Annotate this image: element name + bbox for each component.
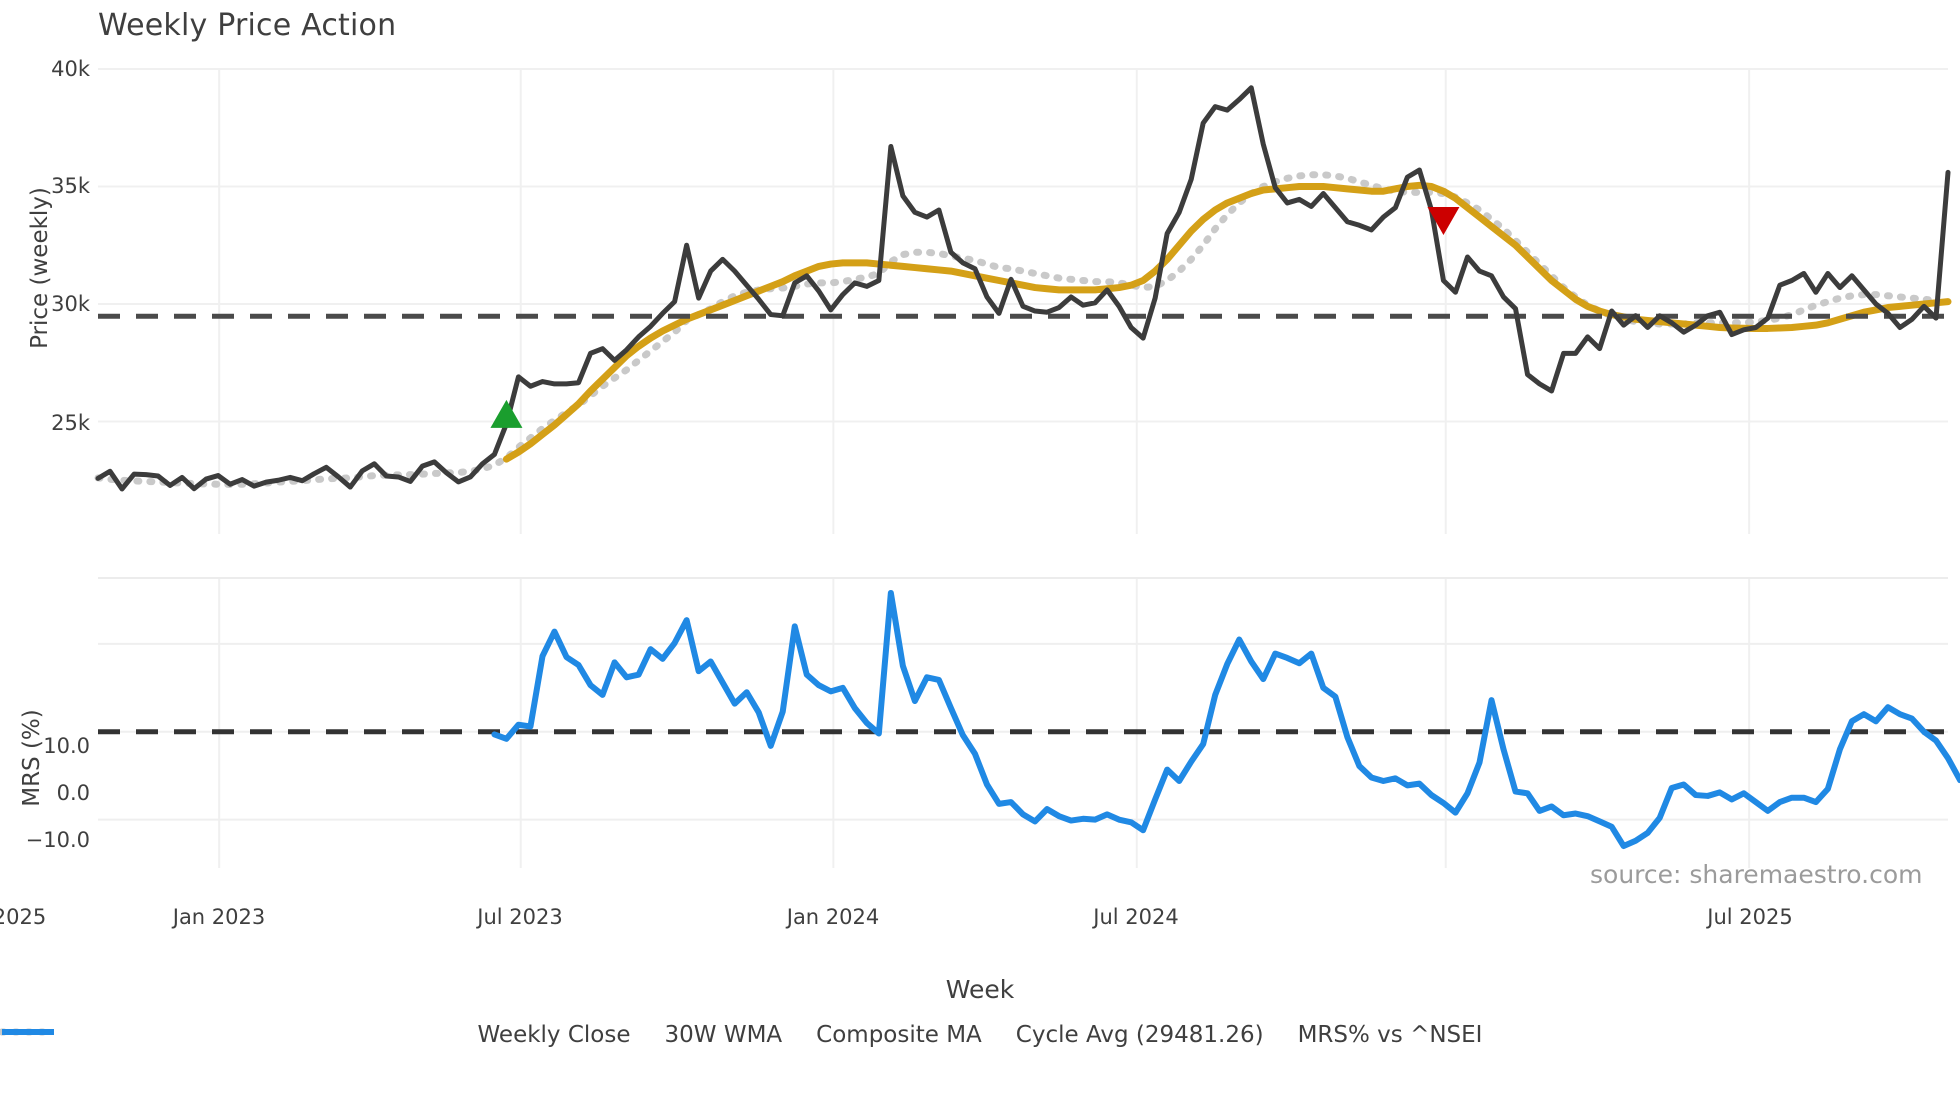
legend-item-2[interactable]: Composite MA bbox=[0, 1022, 982, 1048]
chart-legend: Weekly Close 30W WMA Composite MA Cycle Avg… bbox=[0, 1022, 1960, 1048]
signal-markers-layer bbox=[490, 207, 1460, 428]
price-y-axis-label: Price (weekly) bbox=[27, 187, 53, 349]
sell-signal-marker-icon bbox=[1427, 207, 1460, 236]
xtick-jan-2023: Jan 2023 bbox=[172, 905, 266, 929]
mrs-ytick-10: 10.0 bbox=[43, 734, 90, 758]
legend-label-1: 30W WMA bbox=[664, 1022, 783, 1048]
price-series-layer bbox=[94, 85, 1952, 492]
xtick-jul-2023: Jul 2023 bbox=[477, 905, 563, 929]
xtick-jul-2024: Jul 2024 bbox=[1093, 905, 1179, 929]
legend-item-0[interactable]: Weekly Close bbox=[2, 1022, 631, 1048]
price-ytick-25k: 25k bbox=[51, 411, 90, 435]
mrs-series-layer bbox=[98, 589, 1960, 850]
mrs-ytick-0: 0.0 bbox=[56, 781, 90, 805]
legend-swatch-4-icon bbox=[2, 1029, 54, 1035]
price-ytick-40k: 40k bbox=[51, 57, 90, 81]
mrs-y-axis-label: MRS (%) bbox=[19, 709, 45, 807]
xtick-jul-2025: Jul 2025 bbox=[1707, 905, 1793, 929]
xtick-jan-2025: Jan 2025 bbox=[0, 905, 47, 929]
price-ytick-30k: 30k bbox=[51, 292, 90, 316]
xtick-jan-2024: Jan 2024 bbox=[786, 905, 880, 929]
legend-label-2: Composite MA bbox=[816, 1022, 982, 1048]
mrs-ytick-neg10: −10.0 bbox=[25, 828, 90, 852]
price-ytick-35k: 35k bbox=[51, 174, 90, 198]
page-title: Weekly Price Action bbox=[98, 8, 397, 43]
x-axis-label: Week bbox=[945, 975, 1015, 1004]
legend-item-3[interactable]: Cycle Avg (29481.26) bbox=[2, 1022, 1264, 1048]
legend-item-1[interactable]: 30W WMA bbox=[2, 1022, 783, 1048]
buy-signal-marker-icon bbox=[490, 399, 523, 428]
legend-label-0: Weekly Close bbox=[477, 1022, 631, 1048]
legend-label-3: Cycle Avg (29481.26) bbox=[1015, 1022, 1264, 1048]
legend-label-4: MRS% vs ^NSEI bbox=[1297, 1022, 1483, 1048]
grid-lines bbox=[98, 68, 1948, 868]
source-watermark: source: sharemaestro.com bbox=[1590, 860, 1923, 889]
legend-item-4[interactable]: MRS% vs ^NSEI bbox=[2, 1022, 1483, 1048]
